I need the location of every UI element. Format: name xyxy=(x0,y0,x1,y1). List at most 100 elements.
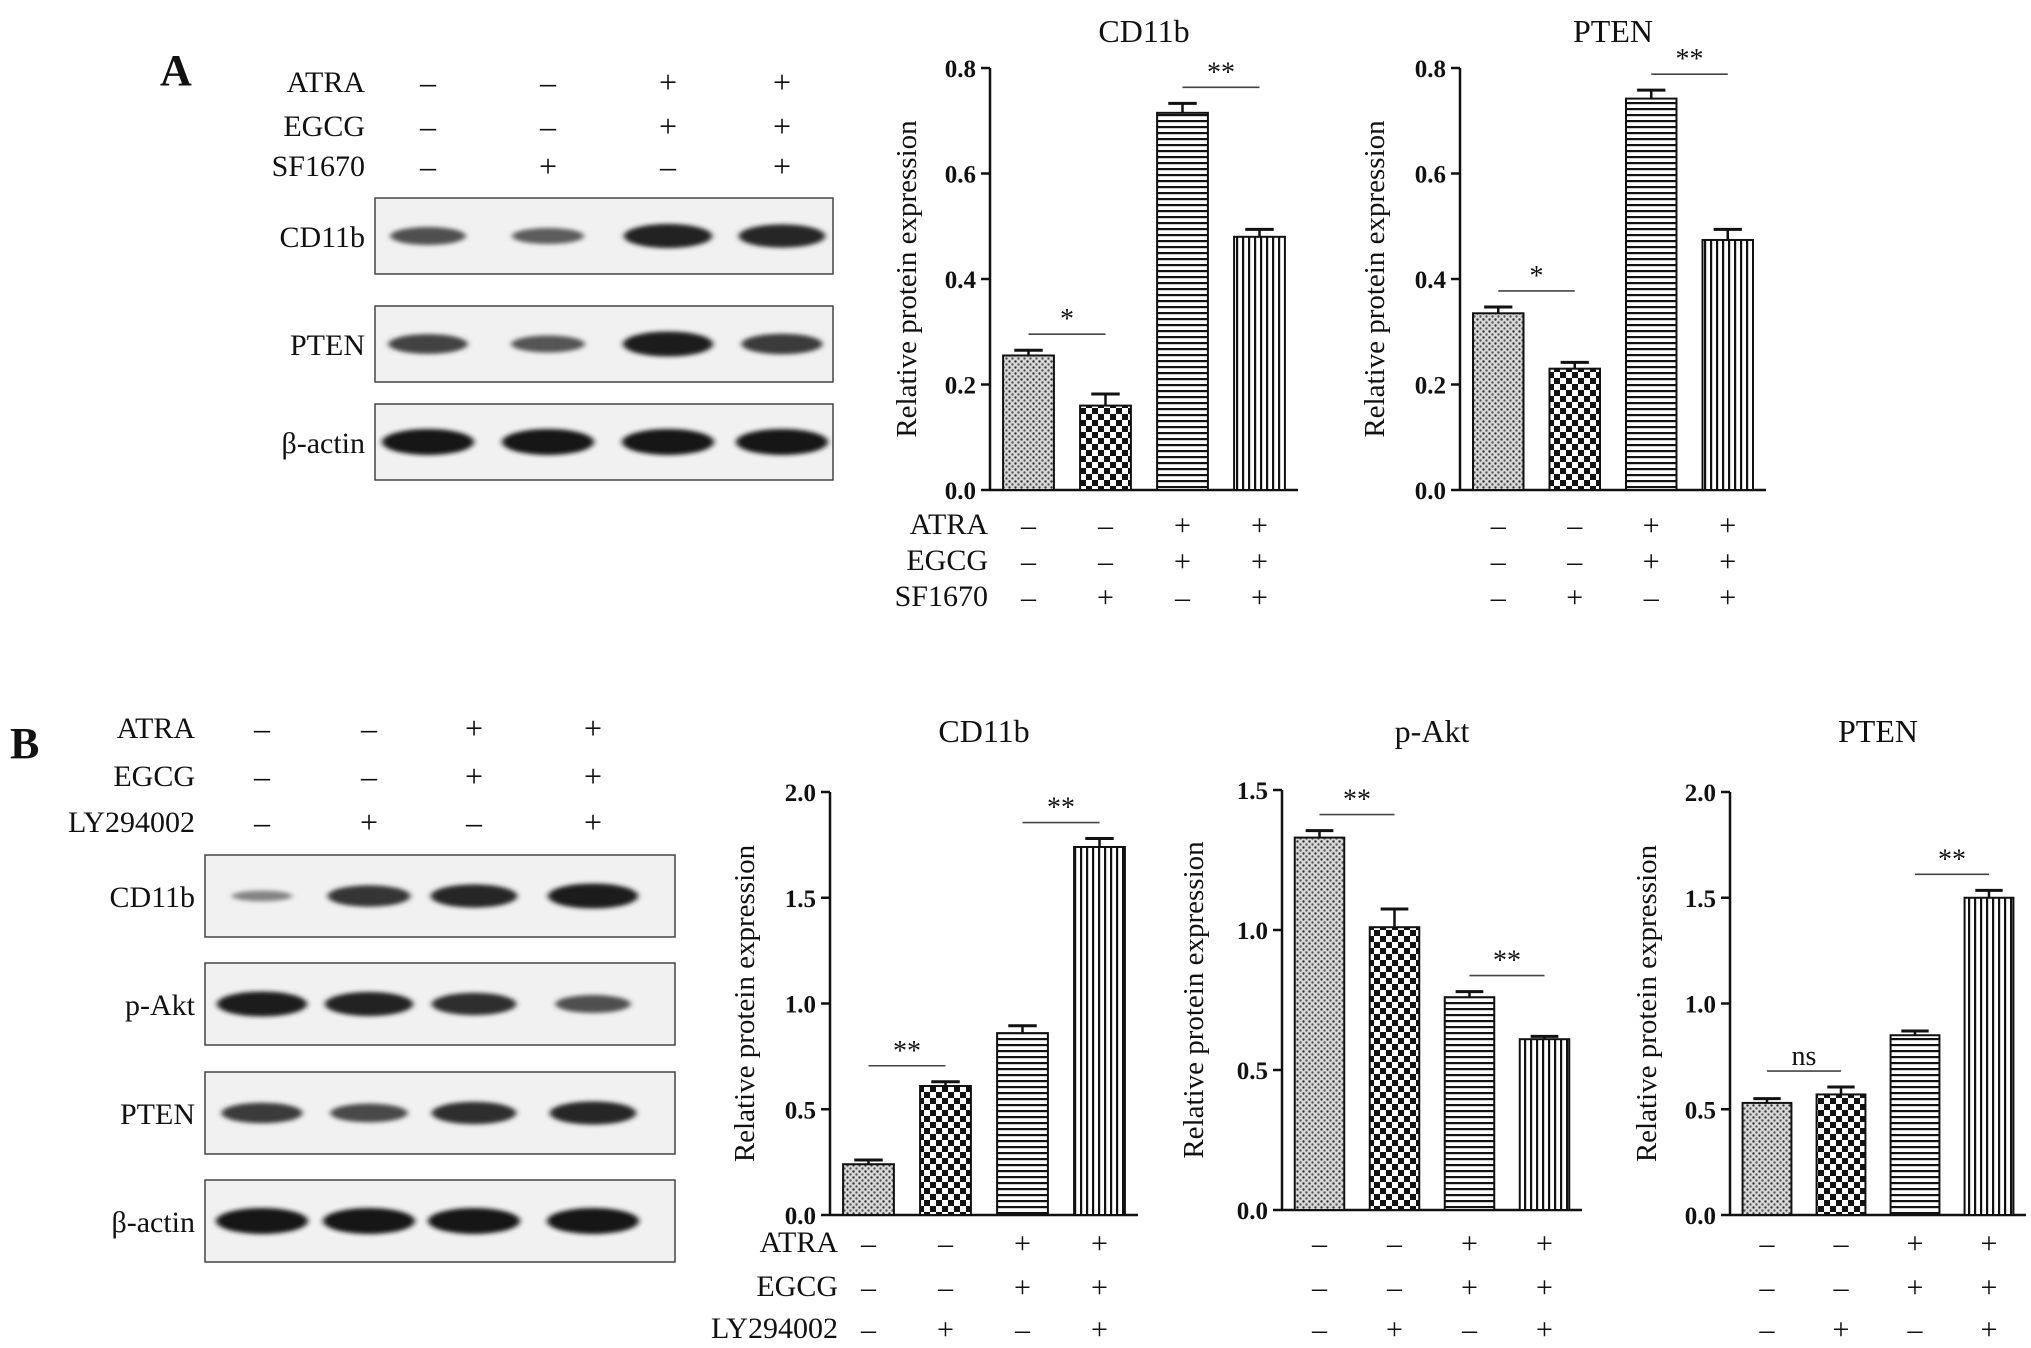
y-tick-label: 1.0 xyxy=(1237,918,1268,945)
x-treatment-sign: – xyxy=(1490,545,1507,578)
y-tick-label: 0.2 xyxy=(945,373,976,400)
chart-title: p-Akt xyxy=(1395,713,1470,749)
x-treatment-sign: + xyxy=(1981,1271,1998,1304)
blot-treatment-sign: – xyxy=(253,804,271,840)
bar xyxy=(1156,111,1209,492)
blot-row-label: CD11b xyxy=(109,881,195,914)
x-treatment-sign: – xyxy=(1490,581,1507,614)
y-tick-label: 0.8 xyxy=(1415,56,1446,83)
x-treatment-sign: + xyxy=(1536,1227,1553,1260)
blot-treatment-sign: – xyxy=(539,108,557,144)
chart-title: PTEN xyxy=(1838,713,1918,749)
blot-treatment-sign: + xyxy=(360,804,378,840)
x-treatment-sign: – xyxy=(1759,1313,1776,1346)
y-tick-label: 0.2 xyxy=(1415,373,1446,400)
blot-band xyxy=(502,429,594,455)
blot-band xyxy=(431,992,517,1016)
blot-treatment-sign: + xyxy=(584,804,602,840)
y-tick-label: 0.4 xyxy=(1415,267,1447,294)
x-treatment-label: EGCG xyxy=(906,544,988,577)
x-treatment-sign: – xyxy=(1566,545,1583,578)
blot-row-label: CD11b xyxy=(279,221,365,254)
panel-letter-a: A xyxy=(160,46,192,95)
blot-treatment-sign: + xyxy=(465,758,483,794)
blot-treatment-sign: – xyxy=(360,758,378,794)
x-treatment-sign: – xyxy=(1014,1313,1031,1346)
x-treatment-sign: + xyxy=(1251,509,1268,542)
bar xyxy=(1233,235,1286,491)
x-treatment-sign: + xyxy=(1719,581,1736,614)
significance-label: ** xyxy=(893,1036,921,1067)
blot-treatment-sign: – xyxy=(253,710,271,746)
x-treatment-sign: – xyxy=(1097,545,1114,578)
x-treatment-sign: – xyxy=(1833,1271,1850,1304)
x-treatment-sign: – xyxy=(1020,581,1037,614)
significance-label: ** xyxy=(1343,785,1371,816)
x-treatment-sign: – xyxy=(860,1227,877,1260)
blot-band xyxy=(330,1103,408,1123)
blot-band xyxy=(430,884,518,908)
significance-label: ** xyxy=(1676,44,1704,75)
bar xyxy=(1741,1101,1793,1217)
x-treatment-sign: + xyxy=(1251,545,1268,578)
significance-label: ns xyxy=(1792,1041,1817,1072)
y-tick-label: 2.0 xyxy=(785,780,816,807)
blot-treatment-label: LY294002 xyxy=(68,806,195,839)
blot-row-label: PTEN xyxy=(120,1098,195,1131)
significance-label: * xyxy=(1060,304,1074,335)
x-treatment-sign: + xyxy=(1174,545,1191,578)
blot-band xyxy=(741,333,823,355)
x-treatment-sign: – xyxy=(1566,509,1583,542)
x-treatment-sign: – xyxy=(1311,1313,1328,1346)
blot-treatment-sign: + xyxy=(584,710,602,746)
y-tick-label: 0.4 xyxy=(945,267,977,294)
x-treatment-sign: + xyxy=(1719,509,1736,542)
blot-band xyxy=(622,331,714,357)
blot-treatment-label: EGCG xyxy=(283,110,365,143)
blot-band xyxy=(512,227,584,245)
y-tick-label: 0.8 xyxy=(945,56,976,83)
x-treatment-sign: – xyxy=(1097,509,1114,542)
blot-treatment-sign: – xyxy=(465,804,483,840)
blot-band xyxy=(216,1208,308,1234)
x-treatment-sign: – xyxy=(1461,1313,1478,1346)
blot-panel-a: ATRA – – + + EGCG – – + + SF1670 – + – + CD11b PTEN β-act… xyxy=(272,64,834,481)
x-treatment-sign: + xyxy=(1643,509,1660,542)
blot-band xyxy=(623,223,713,249)
significance-label: ** xyxy=(1047,793,1075,824)
bar xyxy=(1963,896,2015,1216)
blot-band xyxy=(388,334,468,354)
x-treatment-sign: – xyxy=(1020,509,1037,542)
y-tick-label: 1.5 xyxy=(785,886,816,913)
bar xyxy=(1815,1093,1867,1216)
bar xyxy=(1073,845,1126,1216)
bar xyxy=(919,1084,972,1216)
significance-label: * xyxy=(1530,261,1544,292)
panel-letter-b: B xyxy=(10,719,39,768)
x-treatment-sign: – xyxy=(1490,509,1507,542)
x-treatment-sign: + xyxy=(1461,1227,1478,1260)
y-tick-label: 0.0 xyxy=(1415,478,1446,505)
blot-band xyxy=(736,429,828,455)
y-tick-label: 1.5 xyxy=(1237,778,1268,805)
blot-treatment-sign: – xyxy=(360,710,378,746)
bar xyxy=(1625,97,1678,491)
bar-charts: CD11b Relative protein expression 0.0 0.2 0.… xyxy=(711,13,2026,1346)
blot-treatment-sign: – xyxy=(419,108,437,144)
y-tick-label: 1.0 xyxy=(1685,992,1716,1019)
x-treatment-sign: + xyxy=(1091,1227,1108,1260)
x-treatment-sign: + xyxy=(1643,545,1660,578)
chart-title: PTEN xyxy=(1573,13,1653,49)
x-treatment-sign: – xyxy=(1759,1271,1776,1304)
y-tick-label: 0.5 xyxy=(1237,1058,1268,1085)
bar xyxy=(1889,1034,1941,1216)
x-treatment-sign: – xyxy=(1833,1227,1850,1260)
y-axis-label: Relative protein expression xyxy=(729,844,761,1162)
x-treatment-label: EGCG xyxy=(756,1270,838,1303)
x-treatment-sign: + xyxy=(1907,1227,1924,1260)
blot-band xyxy=(549,1101,637,1125)
blot-treatment-sign: + xyxy=(773,148,791,184)
x-treatment-sign: + xyxy=(1097,581,1114,614)
blot-band xyxy=(231,890,293,902)
